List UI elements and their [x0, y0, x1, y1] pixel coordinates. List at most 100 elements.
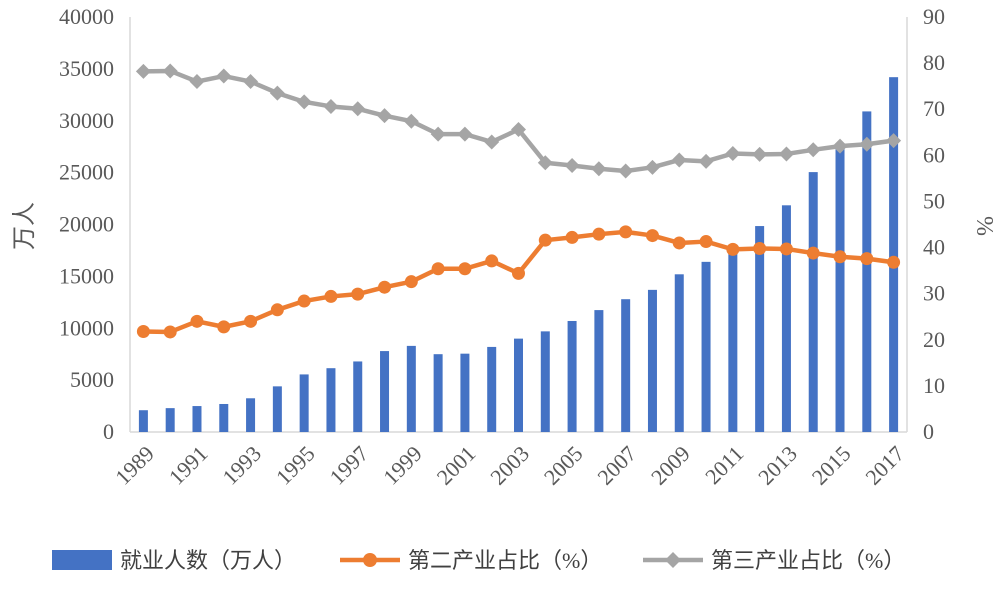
data-point [136, 324, 150, 338]
data-point [296, 94, 312, 110]
data-point [163, 325, 177, 339]
data-point [806, 246, 820, 260]
data-point [698, 153, 714, 169]
y-left-tick-label: 30000 [59, 108, 114, 133]
data-point [644, 159, 660, 175]
data-point [832, 138, 848, 154]
data-point [162, 63, 178, 79]
bar [433, 354, 443, 432]
data-point [244, 314, 258, 328]
legend-marker [665, 552, 681, 568]
bar [862, 111, 872, 432]
data-point [778, 146, 794, 162]
bar [514, 338, 523, 432]
data-point [672, 236, 686, 250]
data-point [859, 136, 875, 152]
data-point [565, 230, 579, 244]
bar [460, 353, 470, 432]
bar [835, 143, 845, 432]
y-left-tick-label: 5000 [70, 367, 114, 392]
bar [781, 205, 791, 432]
x-tick-label: 1999 [378, 441, 427, 490]
data-point [618, 163, 634, 179]
x-tick-label: 2011 [700, 441, 748, 489]
bar [380, 351, 390, 432]
bar [621, 299, 631, 432]
bar [540, 331, 550, 432]
x-tick-label: 2017 [860, 441, 909, 490]
line-series-group [135, 63, 902, 339]
y-right-tick-label: 30 [923, 281, 945, 306]
data-point [243, 74, 259, 90]
data-point [671, 152, 687, 168]
data-point [430, 126, 446, 142]
x-tick-label: 2003 [485, 441, 534, 490]
data-point [324, 289, 338, 303]
data-point [886, 133, 902, 149]
data-point [512, 266, 525, 280]
legend-label: 就业人数（万人） [120, 548, 296, 573]
data-point [431, 262, 445, 276]
bar [353, 361, 363, 432]
data-point [351, 287, 365, 301]
data-point [725, 145, 741, 161]
y-right-tick-label: 60 [923, 142, 945, 167]
data-point [269, 85, 285, 101]
bar [567, 320, 577, 432]
data-point [404, 275, 418, 289]
x-tick-label: 1997 [324, 441, 373, 490]
x-tick-label: 1989 [110, 441, 159, 490]
bar [299, 374, 309, 432]
bar [326, 368, 336, 432]
data-point [458, 262, 472, 276]
x-tick-label: 2005 [539, 441, 588, 490]
data-point [726, 242, 740, 256]
data-point [485, 254, 499, 268]
y-left-tick-label: 20000 [59, 212, 114, 237]
y-right-tick-label: 10 [923, 373, 945, 398]
x-tick-label: 1995 [271, 441, 320, 490]
x-tick-label: 2007 [592, 441, 641, 490]
y-left-tick-label: 10000 [59, 315, 114, 340]
data-point [457, 126, 473, 142]
legend-swatch [52, 550, 112, 570]
x-tick-label: 2013 [753, 441, 802, 490]
y-axis-right-title: % [971, 216, 997, 236]
data-point [190, 314, 204, 328]
x-tick-label: 1993 [217, 441, 266, 490]
data-point [591, 161, 607, 177]
data-point [378, 280, 392, 294]
y-left-tick-label: 35000 [59, 56, 114, 81]
y-axis-left-title: 万人 [12, 202, 38, 250]
bar [192, 406, 202, 432]
bar [219, 403, 229, 432]
bar [889, 77, 899, 433]
bar [246, 398, 256, 432]
legend-label: 第三产业占比（%） [711, 548, 905, 573]
legend-marker [363, 553, 377, 567]
data-point [135, 63, 151, 79]
data-point [511, 122, 526, 138]
data-point [403, 113, 419, 129]
bar [728, 249, 738, 432]
data-point [699, 235, 713, 249]
bar [647, 289, 657, 432]
bar [701, 261, 711, 432]
data-point [564, 157, 580, 173]
bar [594, 310, 604, 432]
x-tick-label: 2015 [807, 441, 856, 490]
data-point [537, 155, 553, 171]
data-point [592, 227, 606, 241]
x-tick-label: 1991 [164, 441, 213, 490]
bar [808, 172, 818, 432]
data-point [753, 241, 767, 255]
y-left-tick-label: 25000 [59, 160, 114, 185]
data-point [377, 108, 393, 124]
bar [272, 386, 282, 432]
data-point [484, 134, 500, 150]
y-right-tick-label: 90 [923, 4, 945, 29]
data-point [216, 68, 232, 84]
y-left-tick-label: 40000 [59, 4, 114, 29]
